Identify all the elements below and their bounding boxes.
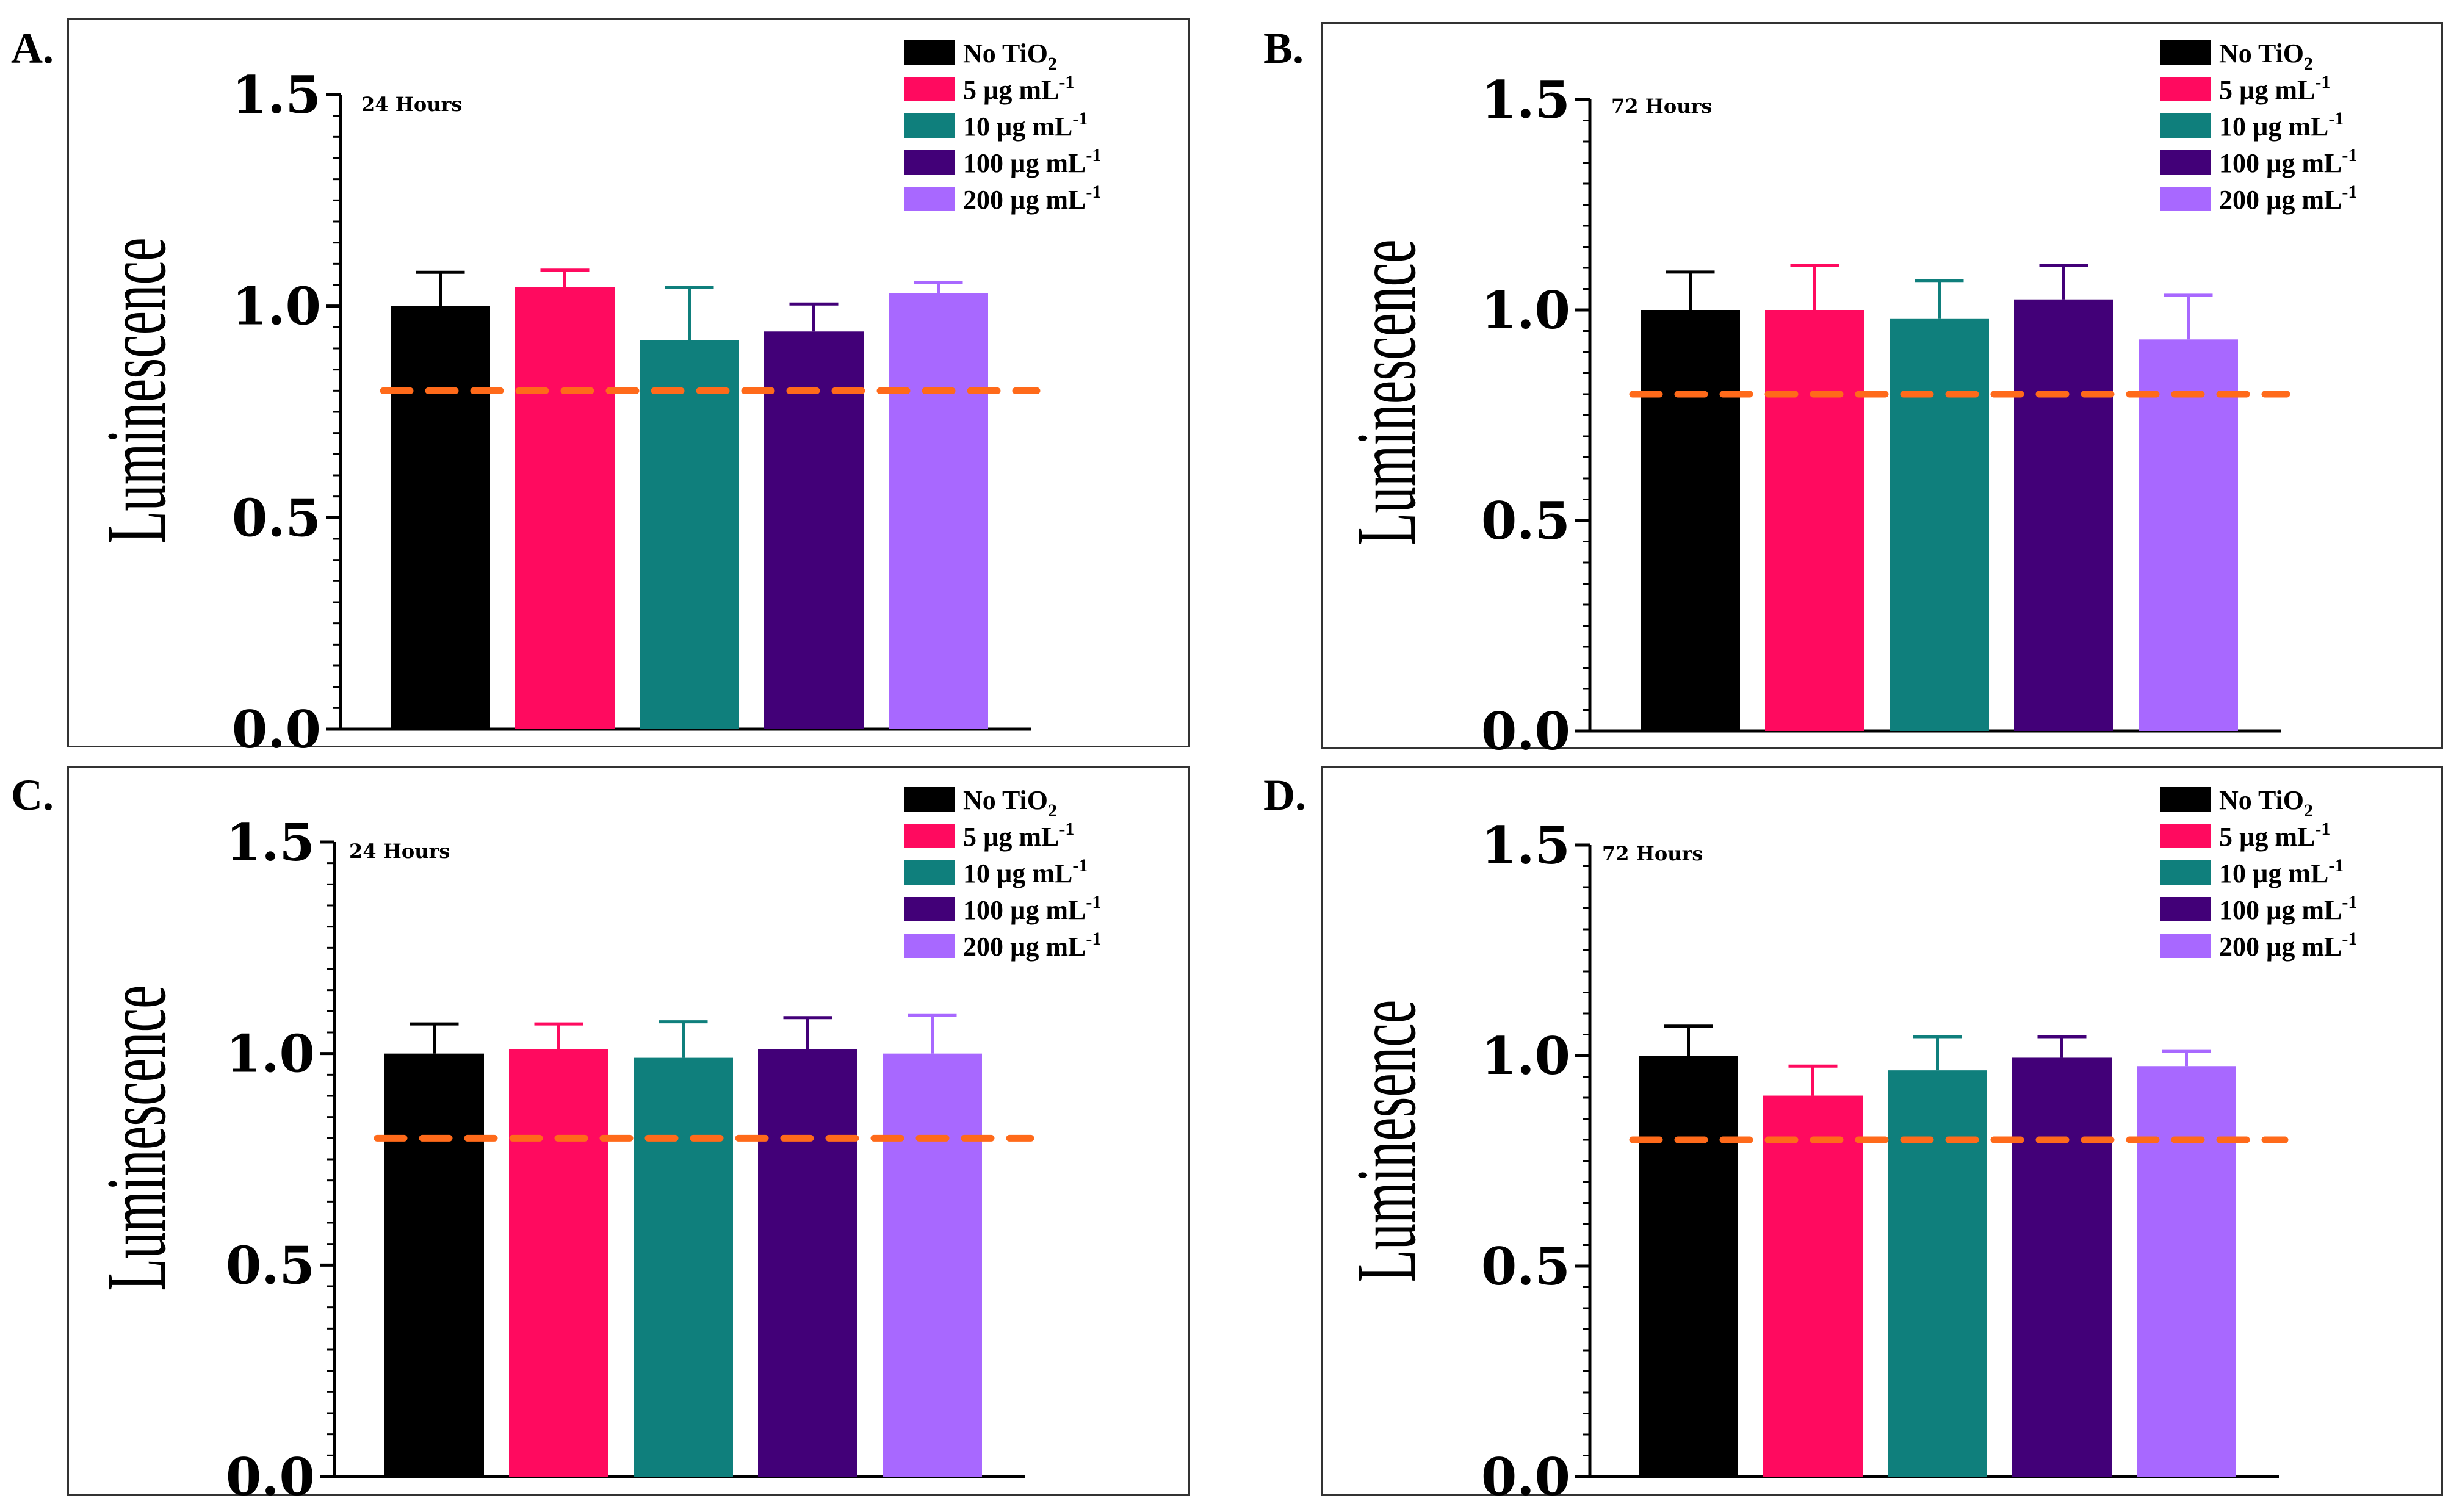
legend-swatch <box>904 187 955 211</box>
panel-letter-d: D. <box>1263 771 1306 819</box>
legend-label: 5 µg mL-1 <box>963 72 1074 105</box>
legend-swatch <box>904 40 955 65</box>
legend-swatch <box>2160 897 2211 921</box>
legend-label: 200 µg mL-1 <box>963 929 1101 962</box>
bar <box>2137 1066 2236 1477</box>
legend-label: 5 µg mL-1 <box>963 819 1074 852</box>
legend-label: 100 µg mL-1 <box>963 145 1101 178</box>
panel-letter-b: B. <box>1263 24 1304 73</box>
y-tick-label: 1.0 <box>232 276 321 337</box>
legend-swatch <box>904 113 955 138</box>
bar <box>1763 1095 1863 1477</box>
panel-frame-c <box>67 766 1190 1496</box>
legend-label: 200 µg mL-1 <box>2219 182 2357 215</box>
legend-label: 5 µg mL-1 <box>2219 819 2330 852</box>
bar <box>2014 299 2113 731</box>
y-tick-label: 0.5 <box>1481 491 1570 551</box>
y-axis-label: Luminescence <box>1339 239 1434 545</box>
bar <box>764 331 864 729</box>
y-tick-label: 0.0 <box>1481 701 1570 761</box>
legend-label: 10 µg mL-1 <box>2219 855 2344 888</box>
time-annotation: 72 Hours <box>1602 842 1703 865</box>
legend-swatch <box>904 897 955 921</box>
y-tick-label: 1.0 <box>226 1024 315 1084</box>
y-tick-label: 1.5 <box>232 65 321 125</box>
legend-swatch <box>904 787 955 812</box>
y-tick-label: 1.5 <box>1481 70 1570 130</box>
legend-swatch <box>2160 113 2211 138</box>
y-axis-label: Luminesence <box>1339 1000 1434 1283</box>
legend-label: 100 µg mL-1 <box>2219 145 2357 178</box>
panel-frame-a <box>67 18 1190 747</box>
legend-swatch <box>2160 187 2211 211</box>
y-axis-label: Luminescence <box>89 985 184 1291</box>
legend-swatch <box>904 77 955 101</box>
y-tick-label: 0.0 <box>226 1447 315 1507</box>
chart-panel-1: 0.0 0.5 1.0 1.5 Luminescence 24 Hours No TiO25… <box>89 38 1101 760</box>
time-annotation: 24 Hours <box>349 840 450 863</box>
time-annotation: 72 Hours <box>1611 95 1712 118</box>
legend-label: No TiO2 <box>963 785 1057 821</box>
y-tick-label: 0.5 <box>232 488 321 548</box>
chart-panel-2: 0.0 0.5 1.0 1.5 Luminescence 72 Hours No TiO25… <box>1339 38 2357 761</box>
legend-swatch <box>2160 40 2211 65</box>
y-tick-label: 1.0 <box>1481 1026 1570 1086</box>
y-tick-label: 0.0 <box>232 699 321 760</box>
legend-swatch <box>2160 787 2211 812</box>
bar <box>1890 318 1989 731</box>
bar <box>1641 310 1740 731</box>
chart-panel-3: 0.0 0.5 1.0 1.5 Luminescence 24 Hours No TiO25… <box>89 785 1101 1507</box>
y-tick-label: 0.0 <box>1481 1447 1570 1507</box>
legend-swatch <box>904 150 955 175</box>
bar <box>515 287 615 729</box>
chart-panel-4: 0.0 0.5 1.0 1.5 Luminesence 72 Hours No TiO25 … <box>1339 785 2357 1507</box>
panel-frame-d <box>1321 766 2443 1496</box>
y-tick-label: 0.5 <box>1481 1236 1570 1297</box>
legend-swatch <box>2160 860 2211 885</box>
legend-label: 200 µg mL-1 <box>963 182 1101 215</box>
bar <box>758 1049 857 1477</box>
legend-label: 100 µg mL-1 <box>2219 892 2357 925</box>
legend-label: 10 µg mL-1 <box>2219 109 2344 142</box>
legend-label: 10 µg mL-1 <box>963 855 1088 888</box>
legend-label: 5 µg mL-1 <box>2219 72 2330 105</box>
legend-label: No TiO2 <box>963 38 1057 74</box>
panel-letter-c: C. <box>11 771 54 819</box>
legend-swatch <box>2160 150 2211 175</box>
bar <box>509 1049 608 1477</box>
panel-letter-a: A. <box>11 24 54 73</box>
y-axis-label: Luminescence <box>89 237 184 543</box>
legend-swatch <box>904 860 955 885</box>
bar <box>2012 1057 2112 1477</box>
panel-frame-b <box>1321 22 2443 749</box>
legend-swatch <box>2160 77 2211 101</box>
y-tick-label: 0.5 <box>226 1235 315 1295</box>
bar <box>1888 1070 1987 1477</box>
y-tick-label: 1.5 <box>1481 815 1570 876</box>
bar <box>640 340 739 729</box>
legend-swatch <box>2160 824 2211 848</box>
legend-label: 100 µg mL-1 <box>963 892 1101 925</box>
y-tick-label: 1.0 <box>1481 280 1570 340</box>
y-tick-label: 1.5 <box>226 812 315 873</box>
bar <box>391 306 490 730</box>
legend-label: No TiO2 <box>2219 785 2313 821</box>
bar <box>889 293 988 729</box>
legend-swatch <box>2160 934 2211 958</box>
bar <box>1765 310 1864 731</box>
legend-label: 10 µg mL-1 <box>963 109 1088 142</box>
bar <box>2139 339 2238 731</box>
legend-label: 200 µg mL-1 <box>2219 929 2357 962</box>
bar <box>883 1053 982 1477</box>
legend-label: No TiO2 <box>2219 38 2313 74</box>
legend-swatch <box>904 934 955 958</box>
time-annotation: 24 Hours <box>361 93 462 116</box>
legend-swatch <box>904 824 955 848</box>
bar <box>1639 1056 1738 1477</box>
bar <box>634 1057 733 1477</box>
bar <box>384 1053 484 1477</box>
